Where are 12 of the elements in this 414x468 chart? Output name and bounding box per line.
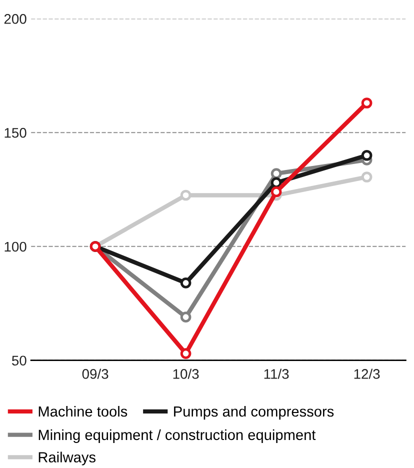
x-tick-label: 09/3	[82, 368, 108, 379]
legend-label: Pumps and compressors	[174, 406, 334, 420]
x-tick-label: 11/3	[264, 368, 289, 379]
legend-label: Machine tools	[38, 406, 128, 417]
y-tick-label: 50	[12, 356, 26, 366]
x-tick-label: 12/3	[354, 368, 380, 379]
y-tick-label: 150	[4, 128, 26, 138]
legend-label: Railways	[38, 452, 96, 466]
x-tick-label: 10/3	[173, 368, 199, 379]
y-tick-label: 100	[4, 242, 26, 252]
y-tick-label: 200	[4, 14, 26, 24]
legend-label: Mining equipment / construction equipment	[38, 429, 316, 443]
